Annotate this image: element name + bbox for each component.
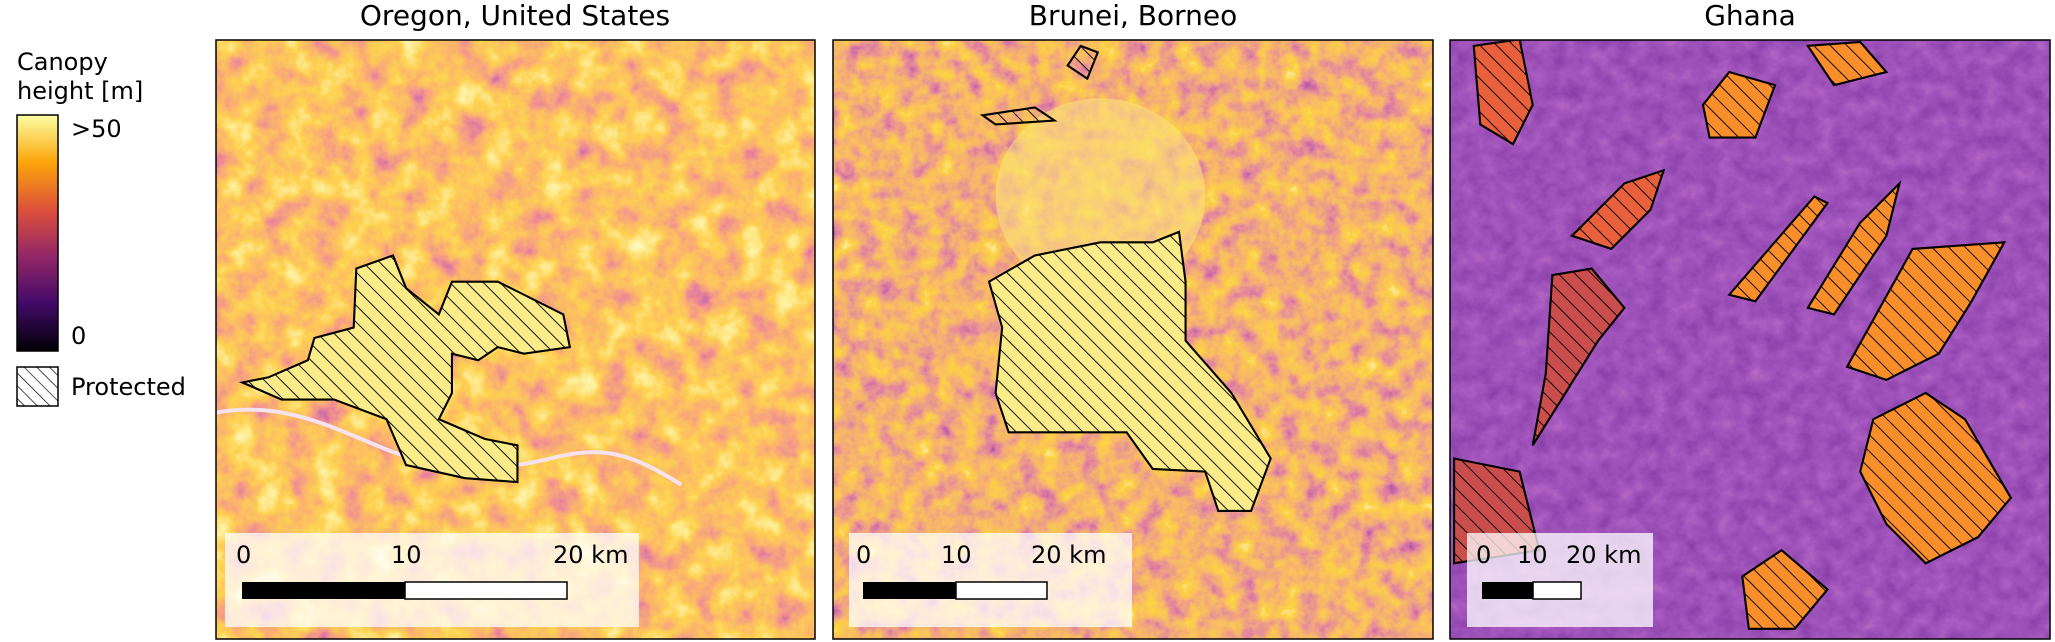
protected-area [1845,241,2007,382]
colorbar-max: >50 [71,115,122,143]
scale-bar [242,582,405,599]
protected-area [1805,40,1889,87]
map-panel: Ghana 0 10 20 km [1449,0,2051,640]
scale-box [225,533,639,627]
protected-areas [216,254,683,487]
legend: Canopy height [m] >50 0 Protected [16,48,186,407]
scale-label: 20 km [1031,541,1106,569]
protected-area [1727,195,1830,303]
scale-label: 10 [391,541,422,569]
scale-bar [1532,581,1582,600]
scale-bar [404,581,568,600]
colorbar-min: 0 [71,322,86,350]
protected-area [1859,391,2013,565]
protected-swatch [16,366,59,407]
protected-areas [979,44,1272,512]
scale-bar [955,581,1048,600]
scale-bar [1482,582,1533,599]
scale-box [1467,533,1653,627]
colorbar [16,114,59,352]
scale-label: 20 km [1566,541,1641,569]
scale-label: 0 [856,541,871,569]
map-panel: Oregon, United States 0 10 20 km [215,0,816,640]
panel-title: Ghana [1704,0,1796,32]
scale-box [849,533,1132,627]
scale-label: 20 km [553,541,628,569]
scale-label: 0 [1476,541,1491,569]
protected-area [1741,548,1829,630]
legend-title: height [m] [17,77,143,105]
protected-area [1570,168,1666,251]
protected-area [1806,179,1902,316]
scale-label: 10 [941,541,972,569]
scale-bar [863,582,956,599]
protected-area [1701,70,1777,139]
panel-title: Oregon, United States [360,0,670,32]
scale-label: 0 [236,541,251,569]
map-panel: Brunei, Borneo 0 10 20 km [832,0,1434,640]
protected-area [1531,267,1626,446]
protected-label: Protected [71,373,186,401]
panel-title: Brunei, Borneo [1029,0,1237,32]
legend-title: Canopy [17,48,108,76]
scale-label: 10 [1517,541,1548,569]
